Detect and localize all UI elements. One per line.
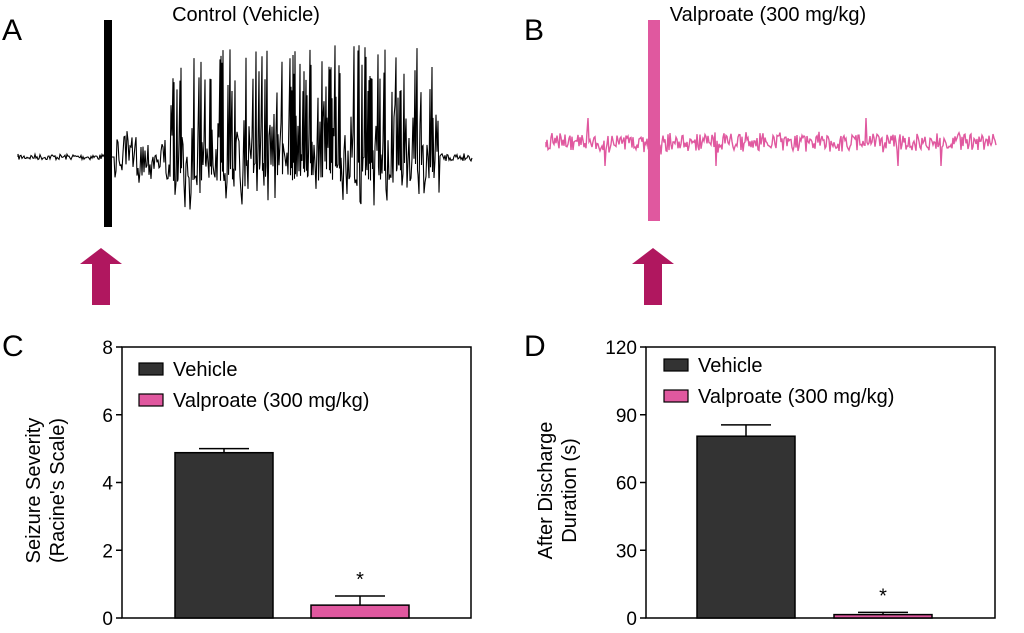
trace-path-valproate [545, 117, 997, 167]
panel-a: A Control (Vehicle) [2, 4, 473, 305]
bar-valproate [310, 604, 410, 619]
y-tick-label: 6 [102, 406, 113, 427]
y-tick-label: 4 [102, 474, 113, 495]
stimulus-artifact-valproate [648, 20, 660, 221]
bar-vehicle [696, 435, 796, 619]
significance-marker: * [879, 585, 887, 607]
bar-chart-after-discharge: D 0 30 60 90 120 After Discharge Duration (s) * V… [524, 330, 996, 630]
legend-label: Valproate (300 mg/kg) [173, 390, 369, 412]
panel-b: B Valproate (300 mg/kg) [524, 4, 997, 305]
bar-vehicle [174, 451, 274, 619]
eeg-trace-control [17, 20, 473, 227]
legend-label: Vehicle [698, 355, 763, 377]
y-tick-label: 8 [102, 338, 113, 359]
y-axis-label: Seizure Severity (Racine's Scale) [23, 418, 69, 564]
legend-swatch [138, 393, 164, 407]
y-tick-label: 90 [616, 406, 637, 427]
y-tick-label: 2 [102, 541, 113, 562]
panel-letter-b: B [524, 14, 544, 47]
y-tick-label: 120 [605, 338, 637, 359]
trace-title-control: Control (Vehicle) [172, 4, 320, 26]
panel-letter: C [2, 330, 24, 363]
trace-title-valproate: Valproate (300 mg/kg) [670, 4, 866, 26]
stimulus-artifact-control [104, 20, 112, 227]
bar-valproate [833, 613, 933, 619]
stimulus-arrow-a [80, 248, 122, 305]
panel-letter: D [524, 330, 546, 363]
trace-path-control [17, 45, 473, 210]
legend-label: Vehicle [173, 359, 238, 381]
y-tick-label: 0 [626, 609, 637, 630]
panel-letter-a: A [2, 14, 22, 47]
y-axis-label: After Discharge Duration (s) [535, 422, 581, 560]
legend-label: Valproate (300 mg/kg) [698, 386, 894, 408]
y-tick-label: 30 [616, 541, 637, 562]
eeg-trace-valproate [545, 20, 997, 221]
bar-chart-seizure-severity: C 0 2 4 6 8 Seizure Severity (Racine's Scale) * V… [2, 330, 472, 630]
significance-marker: * [356, 569, 364, 591]
legend-swatch [663, 389, 689, 403]
legend-swatch [663, 358, 689, 372]
legend-swatch [138, 362, 164, 376]
stimulus-arrow-b [632, 248, 674, 305]
y-tick-label: 0 [102, 609, 113, 630]
y-tick-label: 60 [616, 474, 637, 495]
